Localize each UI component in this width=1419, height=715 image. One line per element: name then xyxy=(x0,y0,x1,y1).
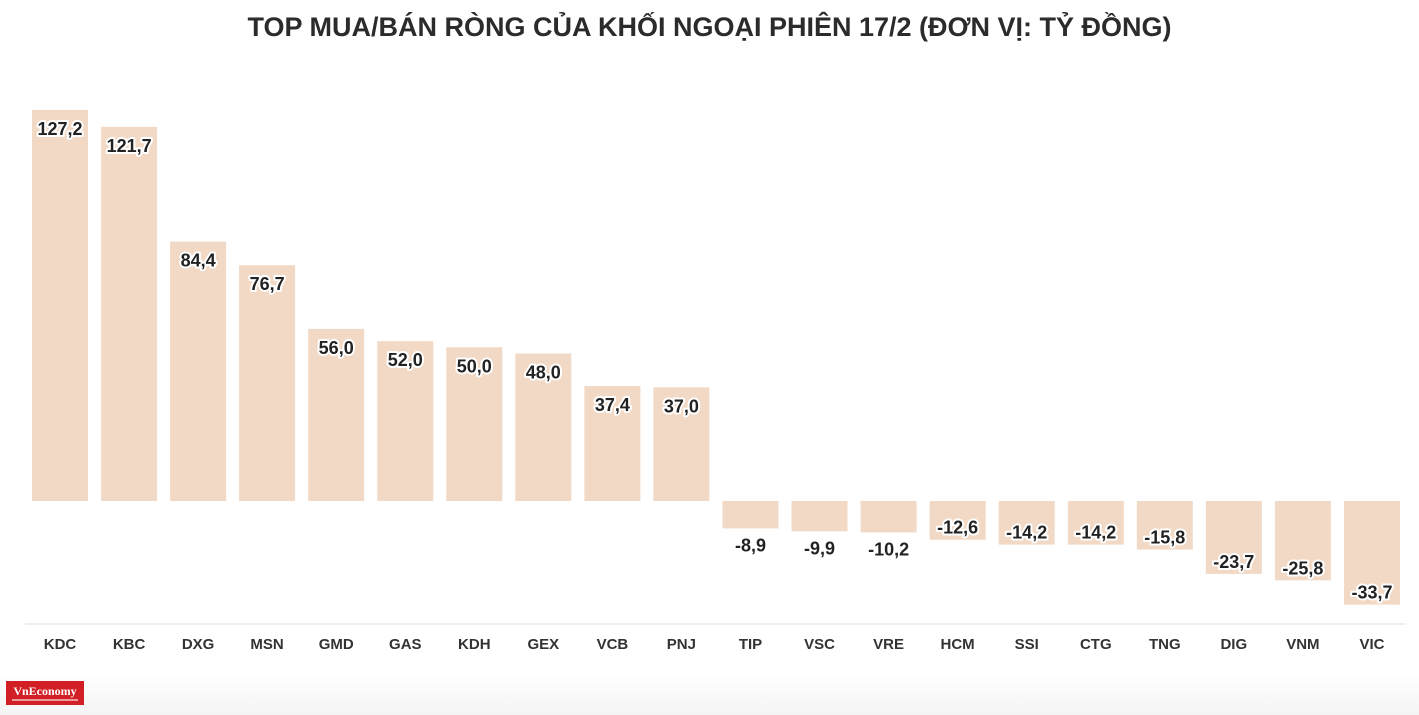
value-label-vnm: -25,8 xyxy=(1282,558,1323,578)
bar-vcb xyxy=(584,386,641,501)
tick-label-tng: TNG xyxy=(1149,636,1181,653)
tick-label-hcm: HCM xyxy=(941,636,975,653)
value-label-kdc: 127,2 xyxy=(37,119,82,139)
value-label-gmd: 56,0 xyxy=(319,338,354,358)
value-label-ssi: -14,2 xyxy=(1006,523,1047,543)
tick-label-kbc: KBC xyxy=(113,636,146,653)
value-label-msn: 76,7 xyxy=(250,274,285,294)
bar-kbc xyxy=(101,126,158,502)
value-label-tng: -15,8 xyxy=(1144,528,1185,548)
value-label-pnj: 37,0 xyxy=(664,396,699,416)
tick-label-vsc: VSC xyxy=(804,636,835,653)
bar-msn xyxy=(239,265,296,501)
value-label-gex: 48,0 xyxy=(526,363,561,383)
bar-vnm xyxy=(1274,501,1331,581)
bar-dig xyxy=(1205,501,1262,574)
tick-label-dig: DIG xyxy=(1220,636,1247,653)
value-label-kdh: 50,0 xyxy=(457,356,492,376)
tick-label-kdc: KDC xyxy=(44,636,77,653)
bar-pnj xyxy=(653,387,710,501)
tick-label-msn: MSN xyxy=(250,636,283,653)
value-label-dig: -23,7 xyxy=(1213,552,1254,572)
tick-label-ctg: CTG xyxy=(1080,636,1112,653)
value-label-vsc: -9,9 xyxy=(804,538,835,558)
tick-label-vre: VRE xyxy=(873,636,904,653)
tick-label-ssi: SSI xyxy=(1015,636,1039,653)
value-labels: 127,2 121,7 84,4 76,7 56,0 52,0 50,0 48,0 37,4 37… xyxy=(35,117,1394,605)
bar-chart: KDC KBC DXG MSN GMD GAS KDH GEX VCB PNJ TIP VSC VRE H… xyxy=(25,110,1405,653)
tick-label-gex: GEX xyxy=(527,636,559,653)
value-label-vcb: 37,4 xyxy=(595,395,630,415)
bar-vre xyxy=(860,501,917,533)
tick-label-dxg: DXG xyxy=(182,636,215,653)
value-label-ctg: -14,2 xyxy=(1075,523,1116,543)
bar-dxg xyxy=(170,241,227,501)
value-label-vic: -33,7 xyxy=(1351,583,1392,603)
x-axis-ticks: KDC KBC DXG MSN GMD GAS KDH GEX VCB PNJ TIP VSC VRE H… xyxy=(44,636,1385,653)
bar-ssi xyxy=(998,501,1055,545)
value-label-vre: -10,2 xyxy=(868,539,909,559)
bar-kdc xyxy=(32,110,88,501)
bar-kdh xyxy=(446,347,503,501)
bar-gas xyxy=(377,341,434,501)
tick-label-tip: TIP xyxy=(739,636,762,653)
chart-title: TOP MUA/BÁN RÒNG CỦA KHỐI NGOẠI PHIÊN 17… xyxy=(247,12,1172,42)
bar-tng xyxy=(1136,501,1193,550)
bar-tip xyxy=(722,501,779,529)
value-label-gas: 52,0 xyxy=(388,350,423,370)
bar-vsc xyxy=(791,501,848,532)
bar-vic xyxy=(1344,501,1400,605)
brand-logo-text: VnEconomy xyxy=(13,684,77,698)
value-label-dxg: 84,4 xyxy=(181,251,216,271)
tick-label-kdh: KDH xyxy=(458,636,491,653)
bar-gex xyxy=(515,353,572,501)
brand-logo-tagline-line xyxy=(12,699,78,701)
tick-label-vic: VIC xyxy=(1359,636,1384,653)
value-label-kbc: 121,7 xyxy=(107,136,152,156)
tick-label-vnm: VNM xyxy=(1286,636,1319,653)
brand-logo: VnEconomy xyxy=(6,681,84,705)
value-label-tip: -8,9 xyxy=(735,535,766,555)
footer-band xyxy=(0,672,1419,715)
tick-label-pnj: PNJ xyxy=(667,636,696,653)
tick-label-vcb: VCB xyxy=(597,636,629,653)
bar-ctg xyxy=(1067,501,1124,545)
tick-label-gas: GAS xyxy=(389,636,422,653)
bars-layer xyxy=(32,110,1400,605)
bar-hcm xyxy=(929,501,986,540)
bar-gmd xyxy=(308,328,365,501)
value-label-hcm: -12,6 xyxy=(937,518,978,538)
tick-label-gmd: GMD xyxy=(319,636,354,653)
